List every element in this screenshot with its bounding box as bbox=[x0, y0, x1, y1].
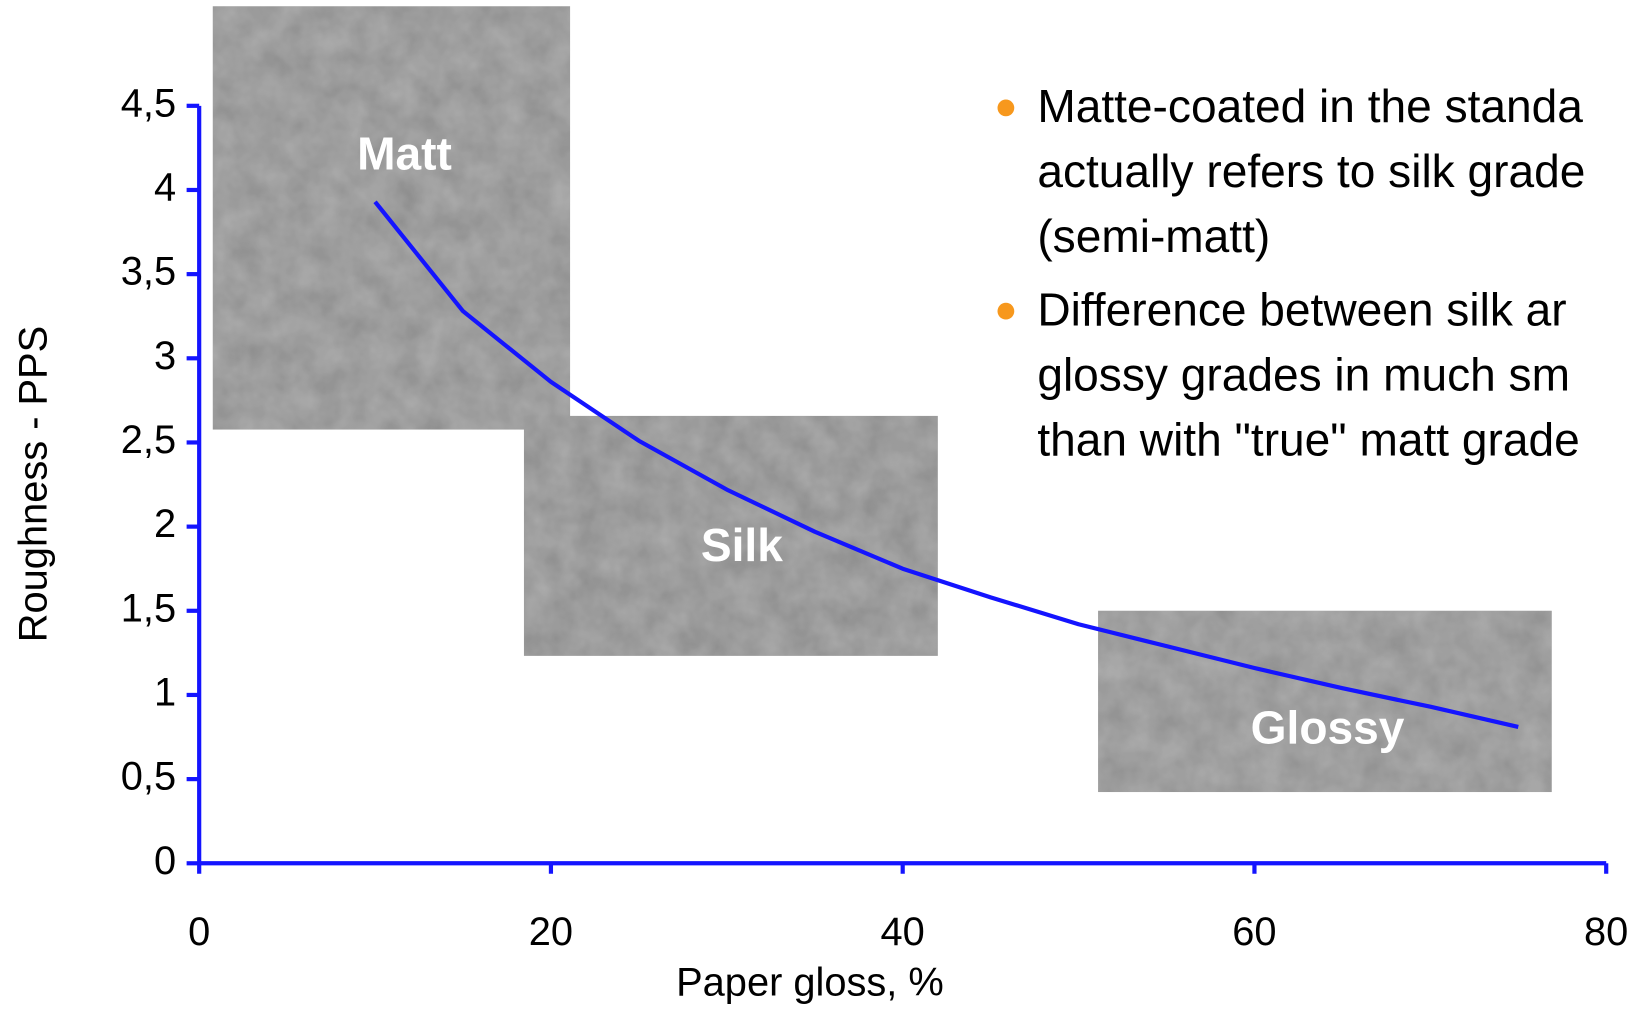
x-tick-label: 40 bbox=[881, 910, 925, 954]
texture-matt bbox=[212, 6, 571, 430]
bullet-text: Difference between silk ar bbox=[1037, 283, 1566, 335]
x-tick-label: 60 bbox=[1232, 910, 1276, 954]
bullet-dot bbox=[997, 302, 1015, 320]
texture-silk bbox=[523, 415, 938, 656]
x-tick-label: 20 bbox=[529, 910, 573, 954]
y-tick-label: 3 bbox=[154, 334, 176, 378]
texture-glossy bbox=[1098, 610, 1552, 793]
y-tick-label: 2 bbox=[154, 502, 176, 546]
x-axis-label: Paper gloss, % bbox=[676, 960, 944, 1004]
bullet-text: (semi-matt) bbox=[1037, 210, 1270, 262]
y-tick-label: 4,5 bbox=[121, 81, 176, 125]
y-tick-label: 1,5 bbox=[121, 586, 176, 630]
annotation: Silk bbox=[701, 519, 783, 571]
annotation: Matt bbox=[357, 127, 452, 179]
bullet-text: glossy grades in much sm bbox=[1037, 348, 1570, 400]
bullet-text: actually refers to silk grade bbox=[1037, 145, 1585, 197]
line bbox=[373, 200, 1519, 729]
y-tick-label: 0 bbox=[154, 839, 176, 883]
x-tick-label: 80 bbox=[1584, 910, 1628, 954]
y-tick-label: 4 bbox=[154, 165, 176, 209]
y-tick-label: 2,5 bbox=[121, 418, 176, 462]
annotation: Glossy bbox=[1251, 701, 1405, 753]
y-tick-label: 1 bbox=[154, 670, 176, 714]
bullet-dot bbox=[997, 99, 1015, 117]
x-tick-label: 0 bbox=[188, 910, 210, 954]
bullet-text: Matte-coated in the standa bbox=[1037, 80, 1583, 132]
bullet-text: than with "true" matt grade bbox=[1037, 413, 1579, 465]
y-axis-label: Roughness - PPS bbox=[11, 326, 55, 642]
y-tick-label: 3,5 bbox=[121, 250, 176, 294]
y-tick-label: 0,5 bbox=[121, 755, 176, 799]
